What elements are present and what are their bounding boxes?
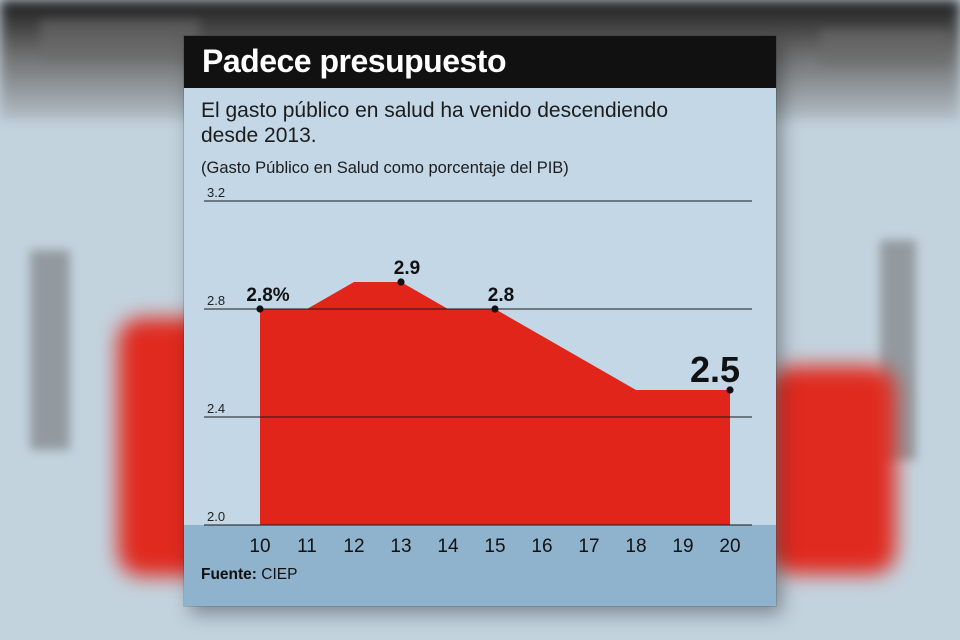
y-tick-label: 2.8	[207, 293, 225, 308]
background-red-blob	[770, 366, 896, 574]
x-tick-label: 13	[390, 536, 411, 557]
x-tick-label: 16	[531, 536, 552, 557]
infographic-card: Padece presupuesto El gasto público en s…	[184, 36, 776, 606]
x-tick-label: 19	[672, 536, 693, 557]
x-tick-label: 18	[625, 536, 646, 557]
source-value: CIEP	[261, 566, 298, 583]
source-line: Fuente: CIEP	[201, 566, 297, 584]
area-series	[260, 282, 730, 525]
x-tick-label: 20	[719, 536, 740, 557]
data-label: 2.8%	[246, 285, 289, 306]
background-streak	[40, 20, 200, 60]
data-point	[256, 305, 264, 313]
x-axis-band	[184, 525, 776, 606]
data-label: 2.9	[394, 258, 420, 279]
chart-plot: 2.0 2.4 2.8 3.2 10 11 12 13 14 15 16 17 18 19 20 2.8% 2.…	[184, 185, 776, 606]
data-label: 2.8	[488, 285, 514, 306]
y-tick-label: 3.2	[207, 185, 225, 200]
y-tick-label: 2.0	[207, 509, 225, 524]
x-tick-label: 10	[249, 536, 270, 557]
x-tick-label: 17	[578, 536, 599, 557]
chart-unit-note: (Gasto Público en Salud como porcentaje …	[201, 159, 569, 177]
chart-title: Padece presupuesto	[202, 43, 507, 79]
y-tick-label: 2.4	[207, 401, 225, 416]
x-tick-label: 11	[297, 536, 317, 557]
x-tick-label: 14	[437, 536, 459, 557]
background-streak	[820, 30, 950, 66]
chart-subtitle: El gasto público en salud ha venido desc…	[201, 99, 669, 147]
data-label: 2.5	[690, 349, 740, 390]
background-streak	[30, 250, 70, 450]
data-point	[491, 305, 499, 313]
source-label: Fuente:	[201, 566, 257, 583]
data-point	[397, 278, 405, 286]
x-tick-label: 12	[343, 536, 364, 557]
data-point	[726, 386, 734, 394]
title-bar: Padece presupuesto	[184, 36, 776, 88]
x-tick-label: 15	[484, 536, 505, 557]
